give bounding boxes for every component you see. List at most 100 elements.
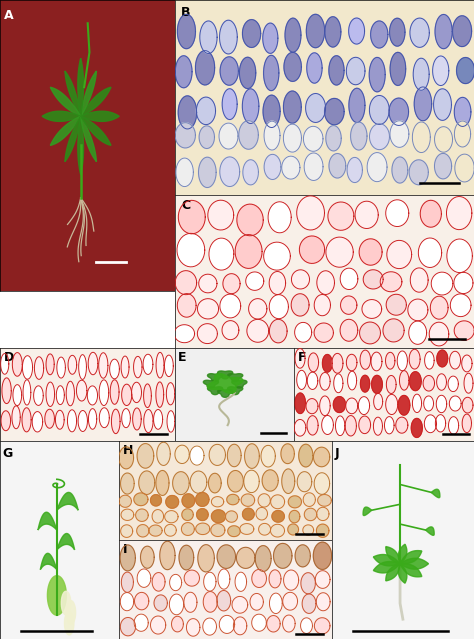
Polygon shape — [306, 399, 318, 413]
Text: B: B — [182, 6, 191, 19]
Polygon shape — [345, 415, 356, 436]
Polygon shape — [360, 322, 381, 344]
Polygon shape — [220, 57, 238, 85]
Polygon shape — [1, 411, 10, 431]
Polygon shape — [398, 564, 407, 583]
Polygon shape — [319, 396, 330, 415]
Polygon shape — [154, 595, 167, 611]
Polygon shape — [228, 526, 240, 537]
Polygon shape — [46, 354, 54, 374]
Polygon shape — [412, 394, 421, 413]
Polygon shape — [196, 97, 216, 125]
Polygon shape — [12, 353, 22, 376]
Polygon shape — [219, 20, 237, 54]
Polygon shape — [222, 89, 237, 119]
Text: J: J — [335, 447, 339, 460]
Polygon shape — [263, 95, 280, 128]
Polygon shape — [340, 320, 358, 341]
Polygon shape — [46, 382, 55, 406]
Polygon shape — [285, 18, 301, 52]
Polygon shape — [120, 473, 134, 494]
Polygon shape — [233, 617, 247, 635]
Polygon shape — [239, 121, 258, 150]
Polygon shape — [218, 390, 233, 397]
Polygon shape — [283, 570, 299, 590]
Polygon shape — [120, 545, 136, 571]
Polygon shape — [38, 512, 57, 530]
Polygon shape — [175, 271, 197, 295]
Polygon shape — [434, 89, 451, 120]
Polygon shape — [288, 524, 299, 535]
Polygon shape — [217, 545, 236, 568]
Polygon shape — [329, 56, 344, 85]
Polygon shape — [178, 201, 205, 234]
Polygon shape — [372, 375, 383, 394]
Polygon shape — [190, 446, 204, 465]
Polygon shape — [363, 270, 383, 289]
Polygon shape — [380, 272, 402, 292]
Polygon shape — [132, 382, 142, 403]
Polygon shape — [207, 374, 243, 393]
Polygon shape — [294, 419, 306, 436]
Polygon shape — [349, 88, 365, 123]
Polygon shape — [412, 122, 430, 153]
Polygon shape — [211, 524, 225, 537]
Polygon shape — [456, 58, 474, 84]
Polygon shape — [227, 495, 239, 505]
Polygon shape — [447, 239, 473, 273]
Polygon shape — [203, 380, 219, 388]
Polygon shape — [167, 411, 175, 432]
Polygon shape — [340, 296, 357, 314]
Polygon shape — [79, 355, 86, 380]
Polygon shape — [200, 21, 217, 54]
Polygon shape — [436, 415, 446, 432]
Polygon shape — [271, 495, 284, 509]
Polygon shape — [449, 396, 461, 411]
Polygon shape — [186, 619, 200, 636]
Polygon shape — [109, 359, 119, 379]
Polygon shape — [462, 414, 472, 433]
Polygon shape — [65, 71, 81, 116]
Polygon shape — [271, 524, 284, 537]
Polygon shape — [386, 546, 400, 564]
Polygon shape — [425, 351, 434, 369]
Polygon shape — [351, 122, 367, 150]
Polygon shape — [170, 574, 182, 590]
Polygon shape — [346, 398, 358, 413]
Polygon shape — [81, 116, 111, 146]
Polygon shape — [261, 445, 275, 467]
Polygon shape — [284, 52, 301, 81]
Polygon shape — [175, 123, 195, 148]
Polygon shape — [137, 443, 154, 468]
Polygon shape — [386, 295, 406, 315]
Polygon shape — [308, 353, 319, 372]
Polygon shape — [317, 507, 329, 521]
Polygon shape — [66, 381, 74, 406]
Polygon shape — [400, 371, 409, 390]
Polygon shape — [242, 89, 259, 123]
Polygon shape — [232, 596, 248, 613]
Polygon shape — [99, 353, 108, 378]
Polygon shape — [297, 370, 307, 389]
Polygon shape — [182, 523, 194, 535]
Polygon shape — [322, 355, 332, 372]
Polygon shape — [199, 274, 217, 293]
Polygon shape — [325, 17, 341, 47]
Polygon shape — [169, 594, 183, 615]
Polygon shape — [78, 410, 88, 431]
Polygon shape — [166, 383, 175, 405]
Polygon shape — [13, 385, 22, 406]
Polygon shape — [174, 325, 194, 343]
Polygon shape — [302, 594, 316, 613]
Polygon shape — [291, 294, 309, 316]
Polygon shape — [243, 160, 258, 185]
Polygon shape — [400, 558, 428, 569]
Polygon shape — [318, 495, 331, 506]
Polygon shape — [390, 121, 409, 148]
Polygon shape — [396, 417, 408, 433]
Polygon shape — [66, 601, 76, 624]
Polygon shape — [329, 153, 346, 178]
Polygon shape — [164, 525, 176, 536]
Polygon shape — [336, 416, 345, 436]
Polygon shape — [182, 509, 193, 521]
